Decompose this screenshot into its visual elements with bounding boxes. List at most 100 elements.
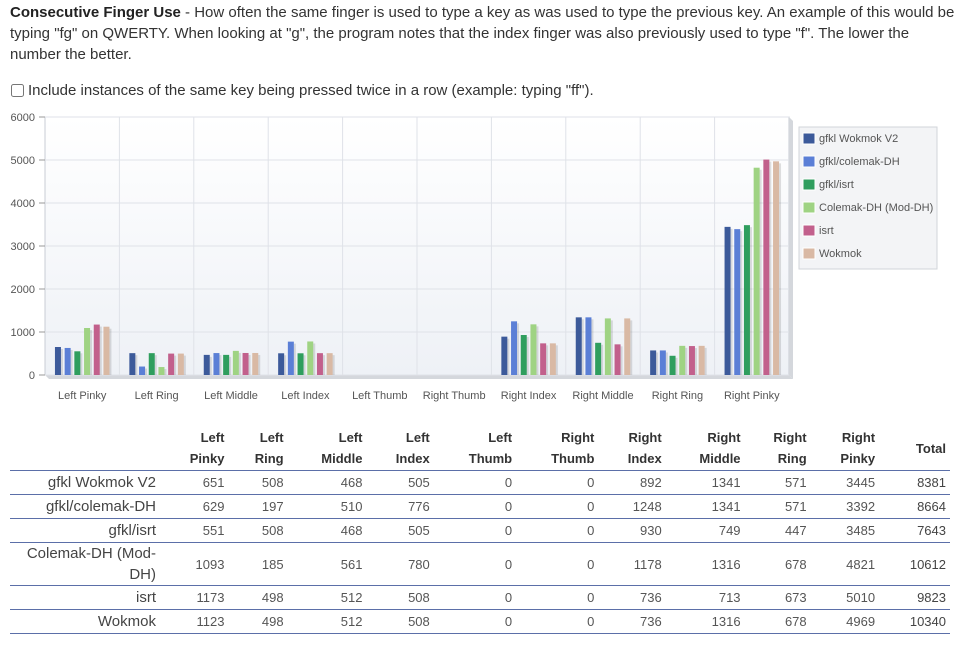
row-value-cell: 673: [744, 585, 811, 610]
row-value-cell: 0: [433, 585, 517, 610]
header-top: Left: [405, 430, 430, 445]
row-value-cell: 1093: [160, 542, 229, 586]
same-key-checkbox[interactable]: [11, 84, 24, 97]
bar-shade: [507, 338, 510, 375]
row-value-cell: 678: [744, 542, 811, 586]
bar-shade: [313, 343, 316, 375]
bar-shade: [238, 352, 241, 375]
table-header-cell: Left Middle: [287, 426, 367, 471]
header-bottom: Index: [627, 451, 662, 466]
bar-shade: [164, 369, 167, 375]
row-total-cell: 8381: [879, 470, 950, 495]
row-value-cell: 508: [366, 609, 434, 634]
row-value-cell: 508: [228, 470, 288, 495]
row-value-cell: 551: [160, 518, 229, 543]
header-top: Right: [841, 430, 876, 445]
bar: [158, 367, 165, 375]
bar: [734, 229, 741, 375]
legend-label: isrt: [819, 225, 834, 237]
row-layout-name: gfkl Wokmok V2: [10, 470, 160, 495]
bar-shade: [675, 357, 678, 375]
bar-shade: [517, 323, 520, 375]
axes: 0 1000 2000 3000 4000 5000 6000 Left Pinky Left …: [11, 112, 781, 402]
row-value-cell: 629: [160, 494, 229, 519]
bar-shade: [183, 355, 186, 375]
bar: [326, 353, 333, 375]
bar: [540, 343, 547, 375]
row-value-cell: 1123: [160, 609, 229, 634]
bar-shade: [730, 228, 733, 375]
table-row: gfkl Wokmok V2 651 508 468 505 0 0 892 1341 571 34…: [10, 470, 950, 495]
bar-shade: [630, 320, 633, 375]
bar: [530, 324, 537, 375]
header-bottom: Thumb: [551, 451, 595, 466]
bar: [93, 324, 100, 375]
header-bottom: Index: [395, 451, 430, 466]
row-value-cell: 498: [228, 585, 288, 610]
row-value-cell: 749: [665, 518, 745, 543]
bar: [148, 353, 155, 375]
row-value-cell: 776: [366, 494, 434, 519]
row-value-cell: 1341: [665, 494, 745, 519]
x-tick-label: Left Ring: [135, 390, 179, 402]
table-row: gfkl/isrt 551 508 468 505 0 0 930 749 447 3485 7643: [10, 518, 950, 543]
table-header-cell: Left Index: [366, 426, 434, 471]
row-value-cell: 892: [598, 470, 666, 495]
y-tick-label: 3000: [11, 241, 35, 253]
table-header-cell: Right Index: [598, 426, 666, 471]
bar: [232, 350, 239, 375]
header-bottom: Middle: [699, 451, 741, 466]
bar: [595, 342, 602, 375]
x-tick-label: Right Pinky: [724, 390, 780, 402]
bar-chart: 0 1000 2000 3000 4000 5000 6000 Left Pinky Left …: [11, 112, 938, 402]
bar: [659, 350, 666, 375]
legend-swatch: [802, 201, 816, 214]
row-value-cell: 1248: [598, 494, 666, 519]
legend-label: Colemak-DH (Mod-DH): [819, 202, 933, 214]
row-value-cell: 510: [287, 494, 367, 519]
bar-shade: [248, 354, 251, 375]
bar: [223, 354, 230, 375]
bar-shade: [258, 354, 261, 375]
row-value-cell: 0: [516, 609, 599, 634]
description-text: - How often the same finger is used to t…: [10, 4, 955, 63]
bar: [743, 225, 750, 375]
bar-shade: [694, 348, 697, 375]
legend: gfkl Wokmok V2 gfkl/colemak-DH gfkl/isrt Co…: [798, 126, 938, 270]
header-top: Left: [200, 430, 225, 445]
bar-shade: [80, 353, 83, 375]
bar: [511, 321, 518, 375]
y-tick-label: 5000: [11, 155, 35, 167]
row-value-cell: 512: [287, 609, 367, 634]
row-value-cell: 651: [160, 470, 229, 495]
row-value-cell: 508: [228, 518, 288, 543]
grid: [44, 116, 793, 379]
x-tick-label: Left Pinky: [58, 390, 107, 402]
bar: [129, 353, 136, 375]
table-row: gfkl/colemak-DH 629 197 510 776 0 0 1248 1341 571…: [10, 494, 950, 519]
bar: [242, 352, 249, 375]
bar: [624, 318, 631, 375]
bar-shade: [154, 355, 157, 375]
bar: [252, 352, 259, 375]
table-header-cell: Right Thumb: [516, 426, 599, 471]
header-top: Right: [628, 430, 662, 445]
bar-shade: [555, 345, 558, 375]
bar: [763, 159, 770, 375]
x-tick-label: Left Thumb: [352, 390, 407, 402]
table-body: gfkl Wokmok V2 651 508 468 505 0 0 892 1341 571 34…: [10, 470, 950, 634]
bar-shade: [779, 163, 782, 375]
table-header-cell: Right Pinky: [810, 426, 880, 471]
table-header-cell: Left Thumb: [433, 426, 517, 471]
row-value-cell: 4969: [810, 609, 880, 634]
bar-shade: [740, 231, 743, 375]
table-header-cell: Right Middle: [665, 426, 745, 471]
bar: [520, 335, 527, 375]
bar: [84, 328, 91, 375]
y-tick-label: 1000: [11, 327, 35, 339]
bar: [74, 351, 81, 375]
y-tick-label: 4000: [11, 198, 35, 210]
row-value-cell: 1316: [665, 542, 745, 586]
same-key-option[interactable]: Include instances of the same key being …: [8, 80, 594, 101]
bar-shade: [610, 320, 613, 375]
